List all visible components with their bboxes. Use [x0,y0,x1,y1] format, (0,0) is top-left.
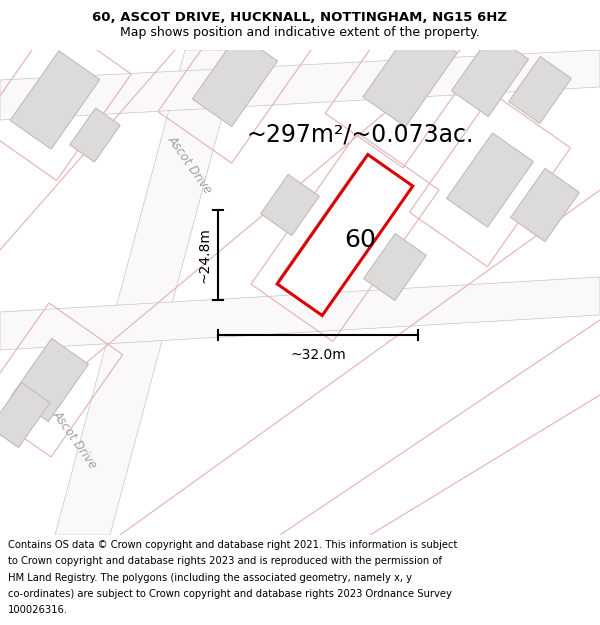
Text: 100026316.: 100026316. [8,606,68,616]
Text: Ascot Drive: Ascot Drive [165,134,215,196]
Polygon shape [446,133,533,227]
Text: Map shows position and indicative extent of the property.: Map shows position and indicative extent… [120,26,480,39]
Polygon shape [509,57,571,123]
Polygon shape [10,51,100,149]
Text: ~32.0m: ~32.0m [290,348,346,362]
Polygon shape [277,154,413,316]
Polygon shape [277,162,403,311]
Text: ~297m²/~0.073ac.: ~297m²/~0.073ac. [247,123,473,147]
Polygon shape [0,382,50,448]
Text: ~24.8m: ~24.8m [198,227,212,283]
Polygon shape [0,50,600,120]
Polygon shape [451,33,529,117]
Text: to Crown copyright and database rights 2023 and is reproduced with the permissio: to Crown copyright and database rights 2… [8,556,442,566]
Polygon shape [55,50,240,535]
Polygon shape [11,338,89,422]
Polygon shape [260,174,319,236]
Text: Contains OS data © Crown copyright and database right 2021. This information is : Contains OS data © Crown copyright and d… [8,540,457,550]
Polygon shape [364,234,427,301]
Text: Ascot Drive: Ascot Drive [50,409,100,471]
Polygon shape [193,34,278,126]
Polygon shape [363,23,457,127]
Polygon shape [70,108,120,162]
Polygon shape [0,277,600,350]
Text: co-ordinates) are subject to Crown copyright and database rights 2023 Ordnance S: co-ordinates) are subject to Crown copyr… [8,589,452,599]
Text: 60: 60 [344,228,376,252]
Text: 60, ASCOT DRIVE, HUCKNALL, NOTTINGHAM, NG15 6HZ: 60, ASCOT DRIVE, HUCKNALL, NOTTINGHAM, N… [92,11,508,24]
Text: HM Land Registry. The polygons (including the associated geometry, namely x, y: HM Land Registry. The polygons (includin… [8,572,412,582]
Polygon shape [511,168,580,242]
